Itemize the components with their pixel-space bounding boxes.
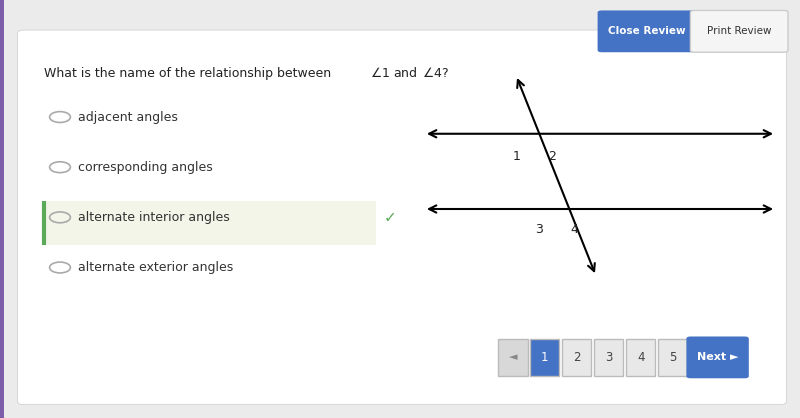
Text: 2: 2 [573,351,581,364]
Text: $\angle$4?: $\angle$4? [422,66,450,80]
Text: corresponding angles: corresponding angles [78,161,212,174]
Text: 3: 3 [535,223,543,237]
FancyBboxPatch shape [530,339,559,376]
Text: 1: 1 [541,351,549,364]
Text: Print Review: Print Review [707,26,771,36]
Text: 5: 5 [669,351,677,364]
Text: 3: 3 [605,351,613,364]
FancyBboxPatch shape [658,339,687,376]
FancyBboxPatch shape [498,339,528,376]
Text: Next ►: Next ► [697,352,738,362]
Text: What is the name of the relationship between: What is the name of the relationship bet… [44,66,335,80]
Text: Close Review: Close Review [607,26,686,36]
Text: 2: 2 [548,150,556,163]
FancyBboxPatch shape [18,30,786,405]
Text: ✓: ✓ [384,210,397,225]
FancyBboxPatch shape [626,339,655,376]
FancyBboxPatch shape [44,201,376,245]
Text: alternate exterior angles: alternate exterior angles [78,261,233,274]
FancyBboxPatch shape [690,10,788,52]
Text: alternate interior angles: alternate interior angles [78,211,230,224]
Text: 4: 4 [637,351,645,364]
Text: 4: 4 [570,223,578,237]
Text: adjacent angles: adjacent angles [78,110,178,124]
Text: $\angle$1 and: $\angle$1 and [370,66,418,80]
FancyBboxPatch shape [686,336,749,378]
Text: ◄: ◄ [509,352,517,362]
Text: 1: 1 [513,150,521,163]
FancyBboxPatch shape [594,339,623,376]
FancyBboxPatch shape [562,339,591,376]
FancyBboxPatch shape [598,10,695,52]
